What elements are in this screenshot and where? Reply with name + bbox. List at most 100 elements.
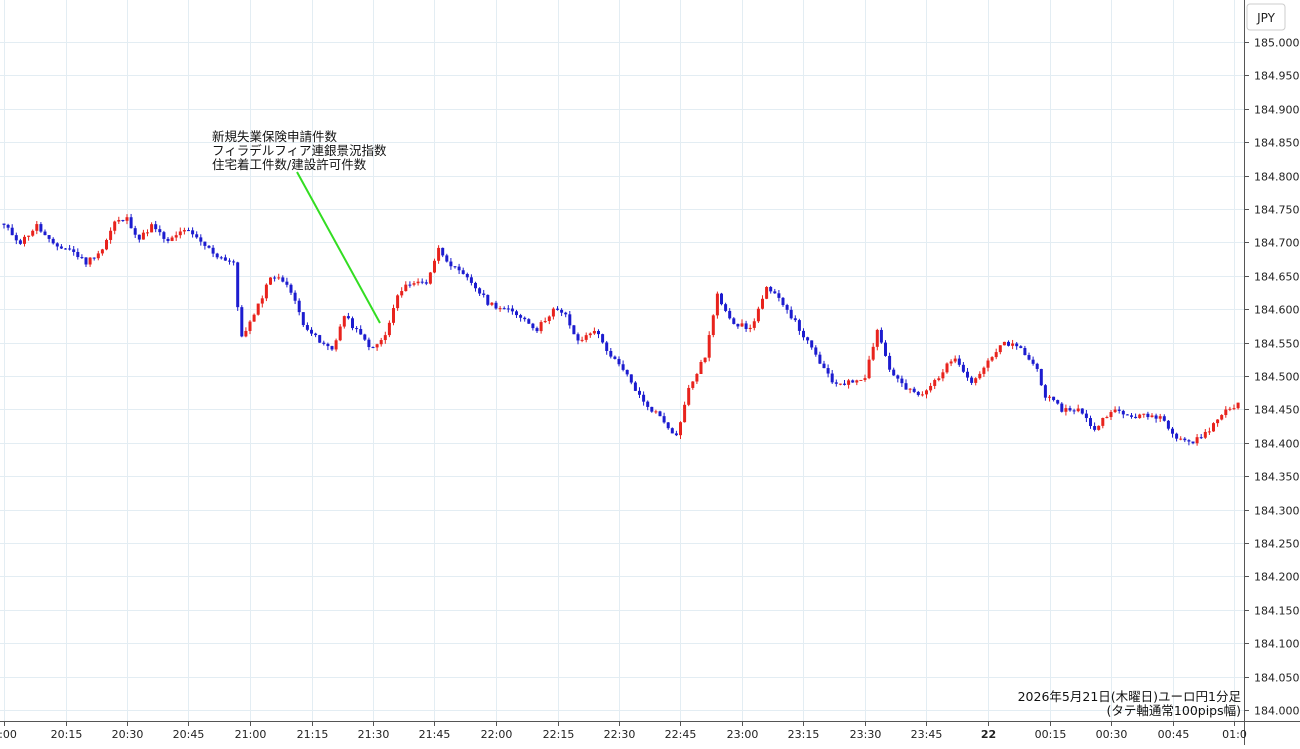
candle-body [867, 359, 871, 379]
x-tick-label: 0:00 [0, 728, 17, 741]
candle-body [896, 375, 900, 379]
y-tick-label: 185.000 [1254, 37, 1300, 50]
candle-body [1048, 396, 1051, 398]
y-tick-label: 184.950 [1254, 70, 1300, 83]
candle-body [211, 247, 215, 254]
candle-body [826, 368, 830, 374]
candle-body [949, 361, 953, 364]
candle-body [39, 224, 43, 232]
candle-body [1015, 343, 1019, 347]
candle-body [260, 298, 264, 304]
candle-body [642, 394, 646, 402]
y-tick-label: 184.350 [1254, 471, 1300, 484]
y-tick-label: 184.200 [1254, 571, 1300, 584]
candle-body [445, 255, 449, 262]
x-tick-label: 00:45 [1158, 728, 1190, 741]
candle-body [314, 333, 318, 336]
y-tick-label: 184.050 [1254, 672, 1300, 685]
candle-body [88, 257, 92, 265]
candle-body [728, 310, 732, 319]
y-tick-label: 184.500 [1254, 371, 1300, 384]
candle-body [687, 387, 691, 405]
candle-body [1191, 441, 1195, 444]
candle-body [437, 247, 441, 261]
candle-body [855, 380, 859, 383]
candle-body [346, 316, 350, 319]
candle-body [978, 373, 982, 379]
candle-body [748, 327, 752, 329]
candle-body [1076, 408, 1080, 412]
footer-line-2: (タテ軸通常100pips幅) [1107, 703, 1241, 718]
candle-body [592, 330, 596, 334]
candle-body [908, 388, 912, 390]
candle-body [285, 281, 289, 285]
candle-body [1121, 410, 1125, 415]
candle-body [1207, 431, 1211, 433]
candle-body [994, 352, 998, 358]
candle-body [974, 378, 978, 383]
candle-body [55, 243, 59, 247]
candle-body [14, 235, 18, 241]
candle-body [904, 383, 908, 390]
x-axis-ticks: 0:00 20:15 20:30 20:45 21:00 21:15 21:30 21:45 2… [0, 721, 1247, 741]
candle-body [523, 317, 527, 320]
candle-body [576, 334, 580, 341]
candle-body [113, 221, 117, 231]
candle-body [1080, 408, 1084, 414]
candle-body [732, 318, 736, 324]
candle-body [68, 248, 72, 250]
candle-body [248, 321, 252, 331]
candle-body [703, 357, 707, 362]
x-tick-label: 23:15 [788, 728, 820, 741]
y-tick-label: 184.250 [1254, 538, 1300, 551]
candle-body [1089, 418, 1092, 427]
y-axis-ticks: 185.000 184.950 184.900 184.850 184.800 184.7… [1244, 37, 1300, 718]
candle-body [888, 355, 892, 370]
candle-body [1228, 408, 1232, 410]
candle-body [1138, 414, 1142, 419]
candle-body [1117, 409, 1121, 411]
candle-body [121, 219, 125, 221]
candle-body [1195, 437, 1199, 444]
candle-body [933, 380, 937, 386]
candle-body [892, 369, 896, 376]
candle-body [1232, 408, 1236, 410]
candle-body [1060, 403, 1064, 412]
candle-body [84, 257, 88, 265]
x-tick-label: 22:45 [665, 728, 697, 741]
candle-body [564, 312, 568, 315]
footer-caption: 2026年5月21日(木曜日)ユーロ円1分足 (タテ軸通常100pips幅) [1018, 689, 1242, 718]
candle-body [1068, 408, 1072, 411]
candle-body [277, 277, 281, 279]
candle-body [838, 383, 842, 385]
candle-body [609, 350, 613, 357]
candle-body [847, 380, 851, 385]
candle-body [814, 347, 818, 355]
candle-body [64, 248, 67, 250]
y-tick-label: 184.550 [1254, 338, 1300, 351]
footer-line-1: 2026年5月21日(木曜日)ユーロ円1分足 [1018, 689, 1242, 704]
candle-body [363, 334, 367, 340]
candle-body [756, 308, 760, 322]
candle-body [527, 319, 531, 324]
candle-body [568, 314, 572, 326]
candle-body [957, 358, 961, 365]
candle-body [920, 394, 924, 396]
candle-body [1166, 420, 1170, 429]
annotation-pointer-line [296, 171, 381, 324]
candle-body [666, 422, 670, 429]
candle-body [109, 230, 113, 240]
candle-body [547, 316, 551, 322]
candle-body [449, 261, 453, 267]
candle-body [1007, 341, 1010, 346]
candle-body [408, 284, 412, 286]
candle-body [76, 251, 80, 258]
candle-body [379, 340, 383, 345]
candle-body [510, 308, 514, 312]
candle-body [761, 298, 764, 309]
candle-body [802, 330, 805, 338]
candle-body [92, 257, 96, 259]
candle-body [1220, 415, 1224, 420]
candle-body [178, 231, 182, 236]
candle-body [502, 308, 506, 310]
